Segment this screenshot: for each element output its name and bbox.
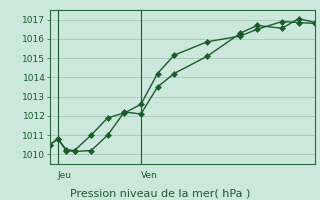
Text: Pression niveau de la mer( hPa ): Pression niveau de la mer( hPa ) [70, 188, 250, 198]
Text: Jeu: Jeu [58, 171, 72, 180]
Text: Ven: Ven [141, 171, 158, 180]
